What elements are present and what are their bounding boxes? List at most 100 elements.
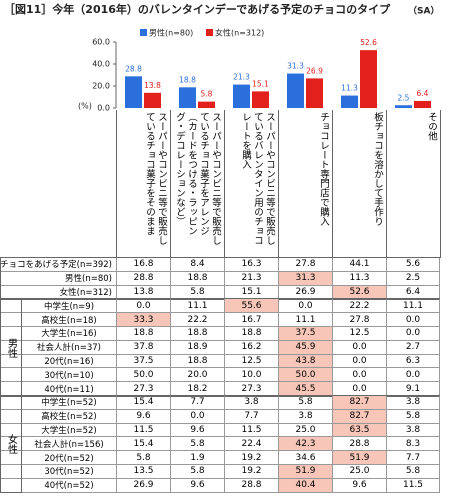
table-row: 大学生(n=16) 18.8 18.8 18.8 37.5 12.5 0.0 (0, 327, 440, 341)
table-cell: 37.5 (116, 354, 170, 368)
row-label: 社会人計(n=37) (37, 343, 101, 354)
table-cell: 9.6 (170, 423, 224, 437)
table-cell: 44.1 (332, 258, 386, 271)
table-cell: 11.5 (386, 478, 440, 492)
table-cell: 43.8 (278, 354, 332, 368)
bar (233, 84, 250, 108)
category-label: スーパーやコンビニ等で販売しているチョコ菓子をそのまま (144, 112, 167, 245)
value-label: 31.3 (287, 62, 304, 71)
table-cell: 3.8 (386, 396, 440, 409)
category-column (116, 110, 170, 258)
table-cell: 22.2 (170, 313, 224, 326)
table-cell: 16.3 (224, 258, 278, 271)
table-row: 20代(n=52) 5.8 1.9 19.2 34.6 51.9 7.7 (0, 451, 440, 465)
table-cell: 9.6 (116, 409, 170, 423)
table-cell: 12.5 (224, 354, 278, 368)
table-cell: 9.6 (170, 478, 224, 492)
table-cell: 7.7 (386, 451, 440, 464)
table-cell: 42.3 (278, 437, 332, 451)
group-label: 女性 (0, 396, 22, 493)
table-cell: 82.7 (332, 409, 386, 423)
bar (341, 95, 358, 108)
table-cell: 13.8 (116, 285, 170, 299)
table-cell: 3.8 (224, 396, 278, 409)
table-cell: 2.7 (386, 340, 440, 354)
bar (252, 91, 269, 108)
table-cell: 7.7 (170, 396, 224, 409)
table-cell: 15.4 (116, 437, 170, 451)
table-cell: 11.5 (116, 423, 170, 437)
y-tick-label: 60.0 (92, 38, 110, 47)
table-cell: 9.6 (332, 478, 386, 492)
table-cell: 5.6 (386, 258, 440, 271)
category-column (278, 110, 332, 258)
value-label: 26.9 (306, 66, 323, 75)
table-cell: 0.0 (332, 368, 386, 382)
table-row: 大学生(n=52) 11.5 9.6 11.5 25.0 63.5 3.8 (0, 423, 440, 438)
legend-label: 女性(n=312) (215, 28, 264, 38)
category-label: スーパーやコンビニ等で販売しているチョコ菓子をアレンジ（カードをつける・ラッピン… (174, 112, 221, 245)
table-cell: 11.3 (332, 271, 386, 285)
value-label: 5.8 (201, 90, 213, 99)
category-label: スーパーやコンビニ等で販売しているバレンタイン用のチョコレートを購入 (240, 112, 275, 245)
table-cell: 8.4 (170, 258, 224, 271)
bar (198, 101, 215, 108)
group-border (0, 298, 440, 301)
y-tick-label: 20.0 (92, 82, 110, 91)
table-cell: 51.9 (332, 451, 386, 464)
table-cell: 33.3 (116, 313, 170, 326)
table-cell: 11.1 (170, 299, 224, 313)
table-cell: 16.2 (224, 340, 278, 354)
table-cell: 0.0 (386, 368, 440, 382)
table-cell: 27.3 (224, 382, 278, 395)
category-column (386, 110, 440, 258)
row-label: 大学生(n=16) (41, 329, 97, 340)
table-cell: 5.8 (170, 437, 224, 451)
table-cell: 1.9 (170, 451, 224, 464)
table-row: 社会人計(n=37) 37.8 18.9 16.2 45.9 0.0 2.7 (0, 340, 440, 355)
table-cell: 0.0 (332, 354, 386, 368)
table-cell: 8.3 (386, 437, 440, 451)
row-label: 社会人計(n=156) (34, 439, 104, 450)
table-cell: 16.7 (224, 313, 278, 326)
table-cell: 45.5 (278, 382, 332, 395)
table-cell: 7.7 (224, 409, 278, 423)
table-cell: 55.6 (224, 299, 278, 313)
table-cell: 0.0 (278, 299, 332, 313)
value-label: 28.8 (125, 64, 142, 73)
bar (125, 76, 142, 108)
table-row: 中学生(n=9) 0.0 11.1 55.6 0.0 22.2 11.1 (0, 299, 440, 314)
row-label: 30代(n=52) (44, 467, 94, 478)
table-cell: 5.8 (386, 409, 440, 423)
table-cell: 2.5 (386, 271, 440, 285)
table-cell: 6.3 (386, 354, 440, 368)
table-cell: 37.5 (278, 327, 332, 340)
row-label: 40代(n=11) (44, 384, 94, 395)
chart-note: （SA） (408, 6, 439, 17)
table-cell: 20.0 (170, 368, 224, 382)
bar (144, 92, 161, 108)
table-cell: 26.9 (278, 285, 332, 299)
table-cell: 0.0 (170, 409, 224, 423)
table-cell: 63.5 (332, 423, 386, 437)
table-cell: 3.8 (386, 423, 440, 437)
table-row: 男性(n=80) 28.8 18.8 21.3 31.3 11.3 2.5 (0, 271, 440, 286)
table-cell: 18.8 (170, 354, 224, 368)
group-border (0, 395, 440, 397)
bar (306, 78, 323, 108)
bar (360, 50, 377, 108)
row-label: 20代(n=16) (44, 356, 94, 367)
table-cell: 28.8 (332, 437, 386, 451)
row-label: チョコをあげる予定(n=392) (0, 260, 112, 271)
table-cell: 10.0 (224, 368, 278, 382)
table-row: 高校生(n=52) 9.6 0.0 7.7 3.8 82.7 5.8 (0, 409, 440, 424)
table-cell: 18.8 (170, 271, 224, 285)
chart-title: ［図11］今年（2016年）のバレンタインデーであげる予定のチョコのタイプ (4, 2, 391, 16)
table-cell: 11.5 (224, 423, 278, 437)
category-column (170, 110, 224, 258)
table-cell: 28.8 (116, 271, 170, 285)
table-cell: 11.1 (386, 299, 440, 313)
table-cell: 22.2 (332, 299, 386, 313)
table-left-border (0, 257, 1, 493)
table-cell: 0.0 (332, 382, 386, 395)
